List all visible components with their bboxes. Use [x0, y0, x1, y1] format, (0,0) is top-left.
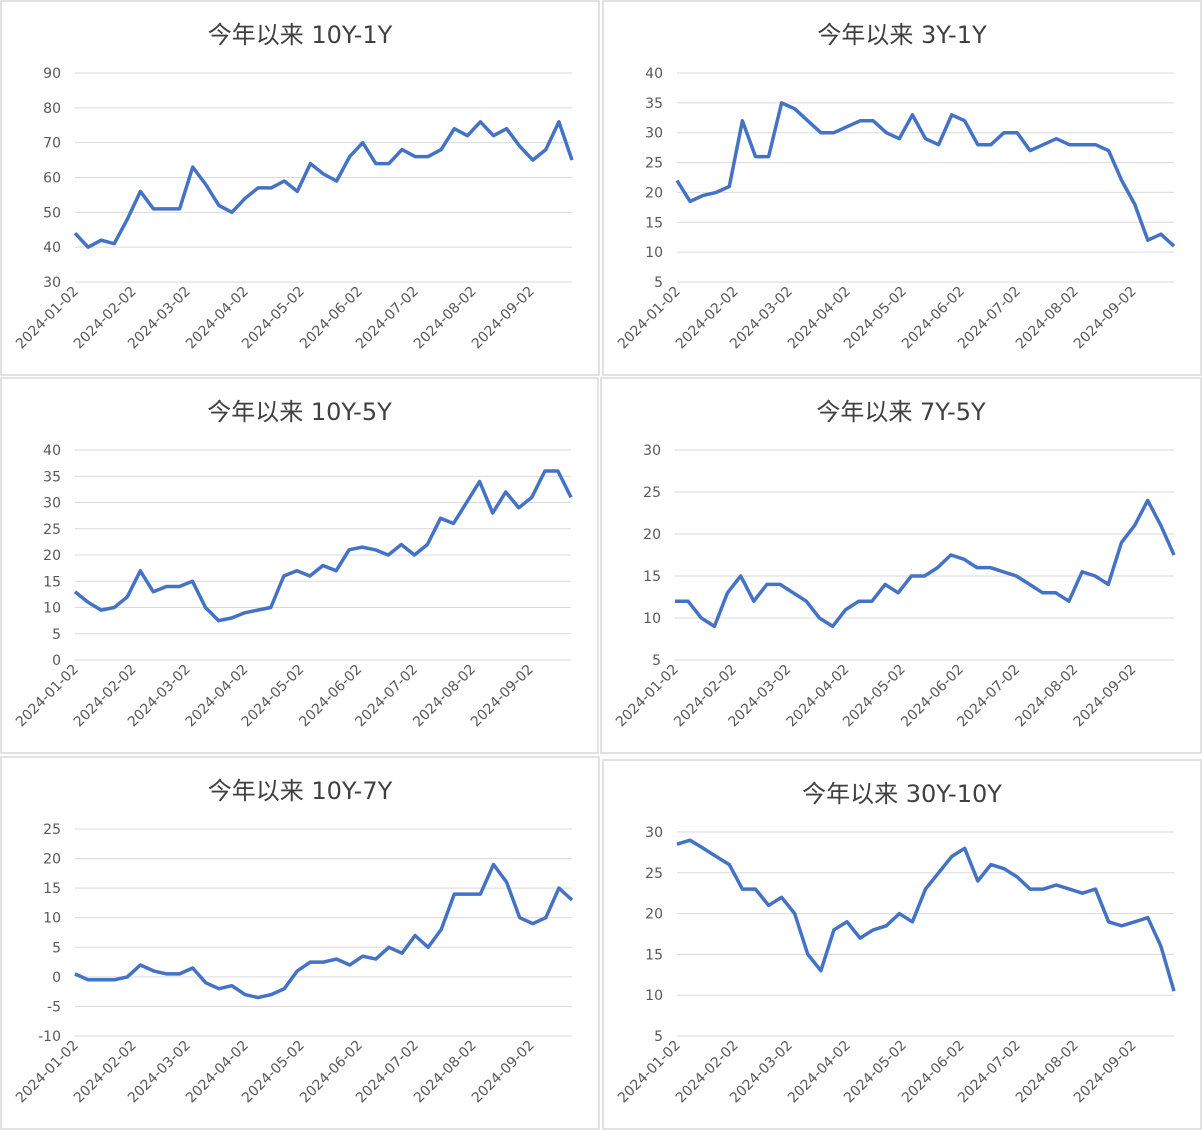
y-tick-label: 20	[43, 852, 61, 868]
y-tick-label: 35	[43, 469, 61, 485]
y-tick-label: 30	[645, 126, 663, 142]
y-tick-label: 10	[43, 601, 61, 617]
data-line	[73, 469, 573, 623]
data-line	[73, 120, 574, 249]
chart-title: 今年以来 10Y-7Y	[208, 777, 393, 805]
y-tick-label: 5	[652, 653, 661, 669]
y-tick-label: 5	[654, 275, 663, 291]
data-line	[74, 862, 574, 1000]
y-tick-label: -10	[38, 1029, 61, 1045]
panel	[602, 759, 1202, 1130]
y-tick-label: 50	[43, 205, 61, 221]
chart-title: 今年以来 3Y-1Y	[817, 21, 987, 49]
data-line	[675, 101, 1176, 248]
data-line	[675, 498, 1176, 629]
y-tick-label: 25	[43, 522, 61, 538]
y-tick-label: 70	[43, 136, 61, 152]
y-tick-label: -5	[47, 999, 61, 1015]
y-tick-label: 10	[643, 611, 661, 627]
y-tick-label: 90	[43, 66, 61, 82]
y-tick-label: 0	[52, 970, 61, 986]
y-tick-label: 20	[645, 185, 663, 201]
y-tick-label: 15	[645, 947, 663, 963]
y-tick-label: 5	[52, 627, 61, 643]
y-tick-label: 15	[43, 881, 61, 897]
y-tick-label: 10	[645, 245, 663, 261]
chart-title: 今年以来 10Y-5Y	[207, 398, 392, 426]
y-tick-label: 20	[643, 527, 661, 543]
y-tick-label: 25	[643, 485, 661, 501]
y-tick-label: 30	[643, 443, 661, 459]
y-tick-label: 30	[43, 496, 61, 512]
panel	[0, 756, 600, 1130]
panel	[600, 377, 1202, 754]
y-tick-label: 80	[43, 101, 61, 117]
y-tick-label: 5	[52, 940, 61, 956]
y-tick-label: 40	[43, 240, 61, 256]
y-tick-label: 30	[43, 275, 61, 291]
y-tick-label: 40	[43, 443, 61, 459]
chart-title: 今年以来 30Y-10Y	[802, 780, 1002, 808]
chart-title: 今年以来 10Y-1Y	[208, 21, 393, 49]
data-line	[676, 838, 1176, 992]
y-tick-label: 25	[645, 866, 663, 882]
y-tick-label: 20	[645, 907, 663, 923]
y-tick-label: 5	[654, 1029, 663, 1045]
y-tick-label: 60	[43, 171, 61, 187]
panel	[602, 0, 1202, 376]
y-tick-label: 40	[645, 66, 663, 82]
y-tick-label: 35	[645, 96, 663, 112]
y-tick-label: 25	[43, 822, 61, 838]
chart-title: 今年以来 7Y-5Y	[816, 398, 986, 426]
panel	[0, 377, 599, 754]
y-tick-label: 0	[52, 653, 61, 669]
y-tick-label: 15	[645, 215, 663, 231]
y-tick-label: 15	[43, 574, 61, 590]
y-tick-label: 25	[645, 156, 663, 172]
y-tick-label: 15	[643, 569, 661, 585]
y-tick-label: 10	[43, 911, 61, 927]
y-tick-label: 20	[43, 548, 61, 564]
y-tick-label: 30	[645, 825, 663, 841]
y-tick-label: 10	[645, 988, 663, 1004]
